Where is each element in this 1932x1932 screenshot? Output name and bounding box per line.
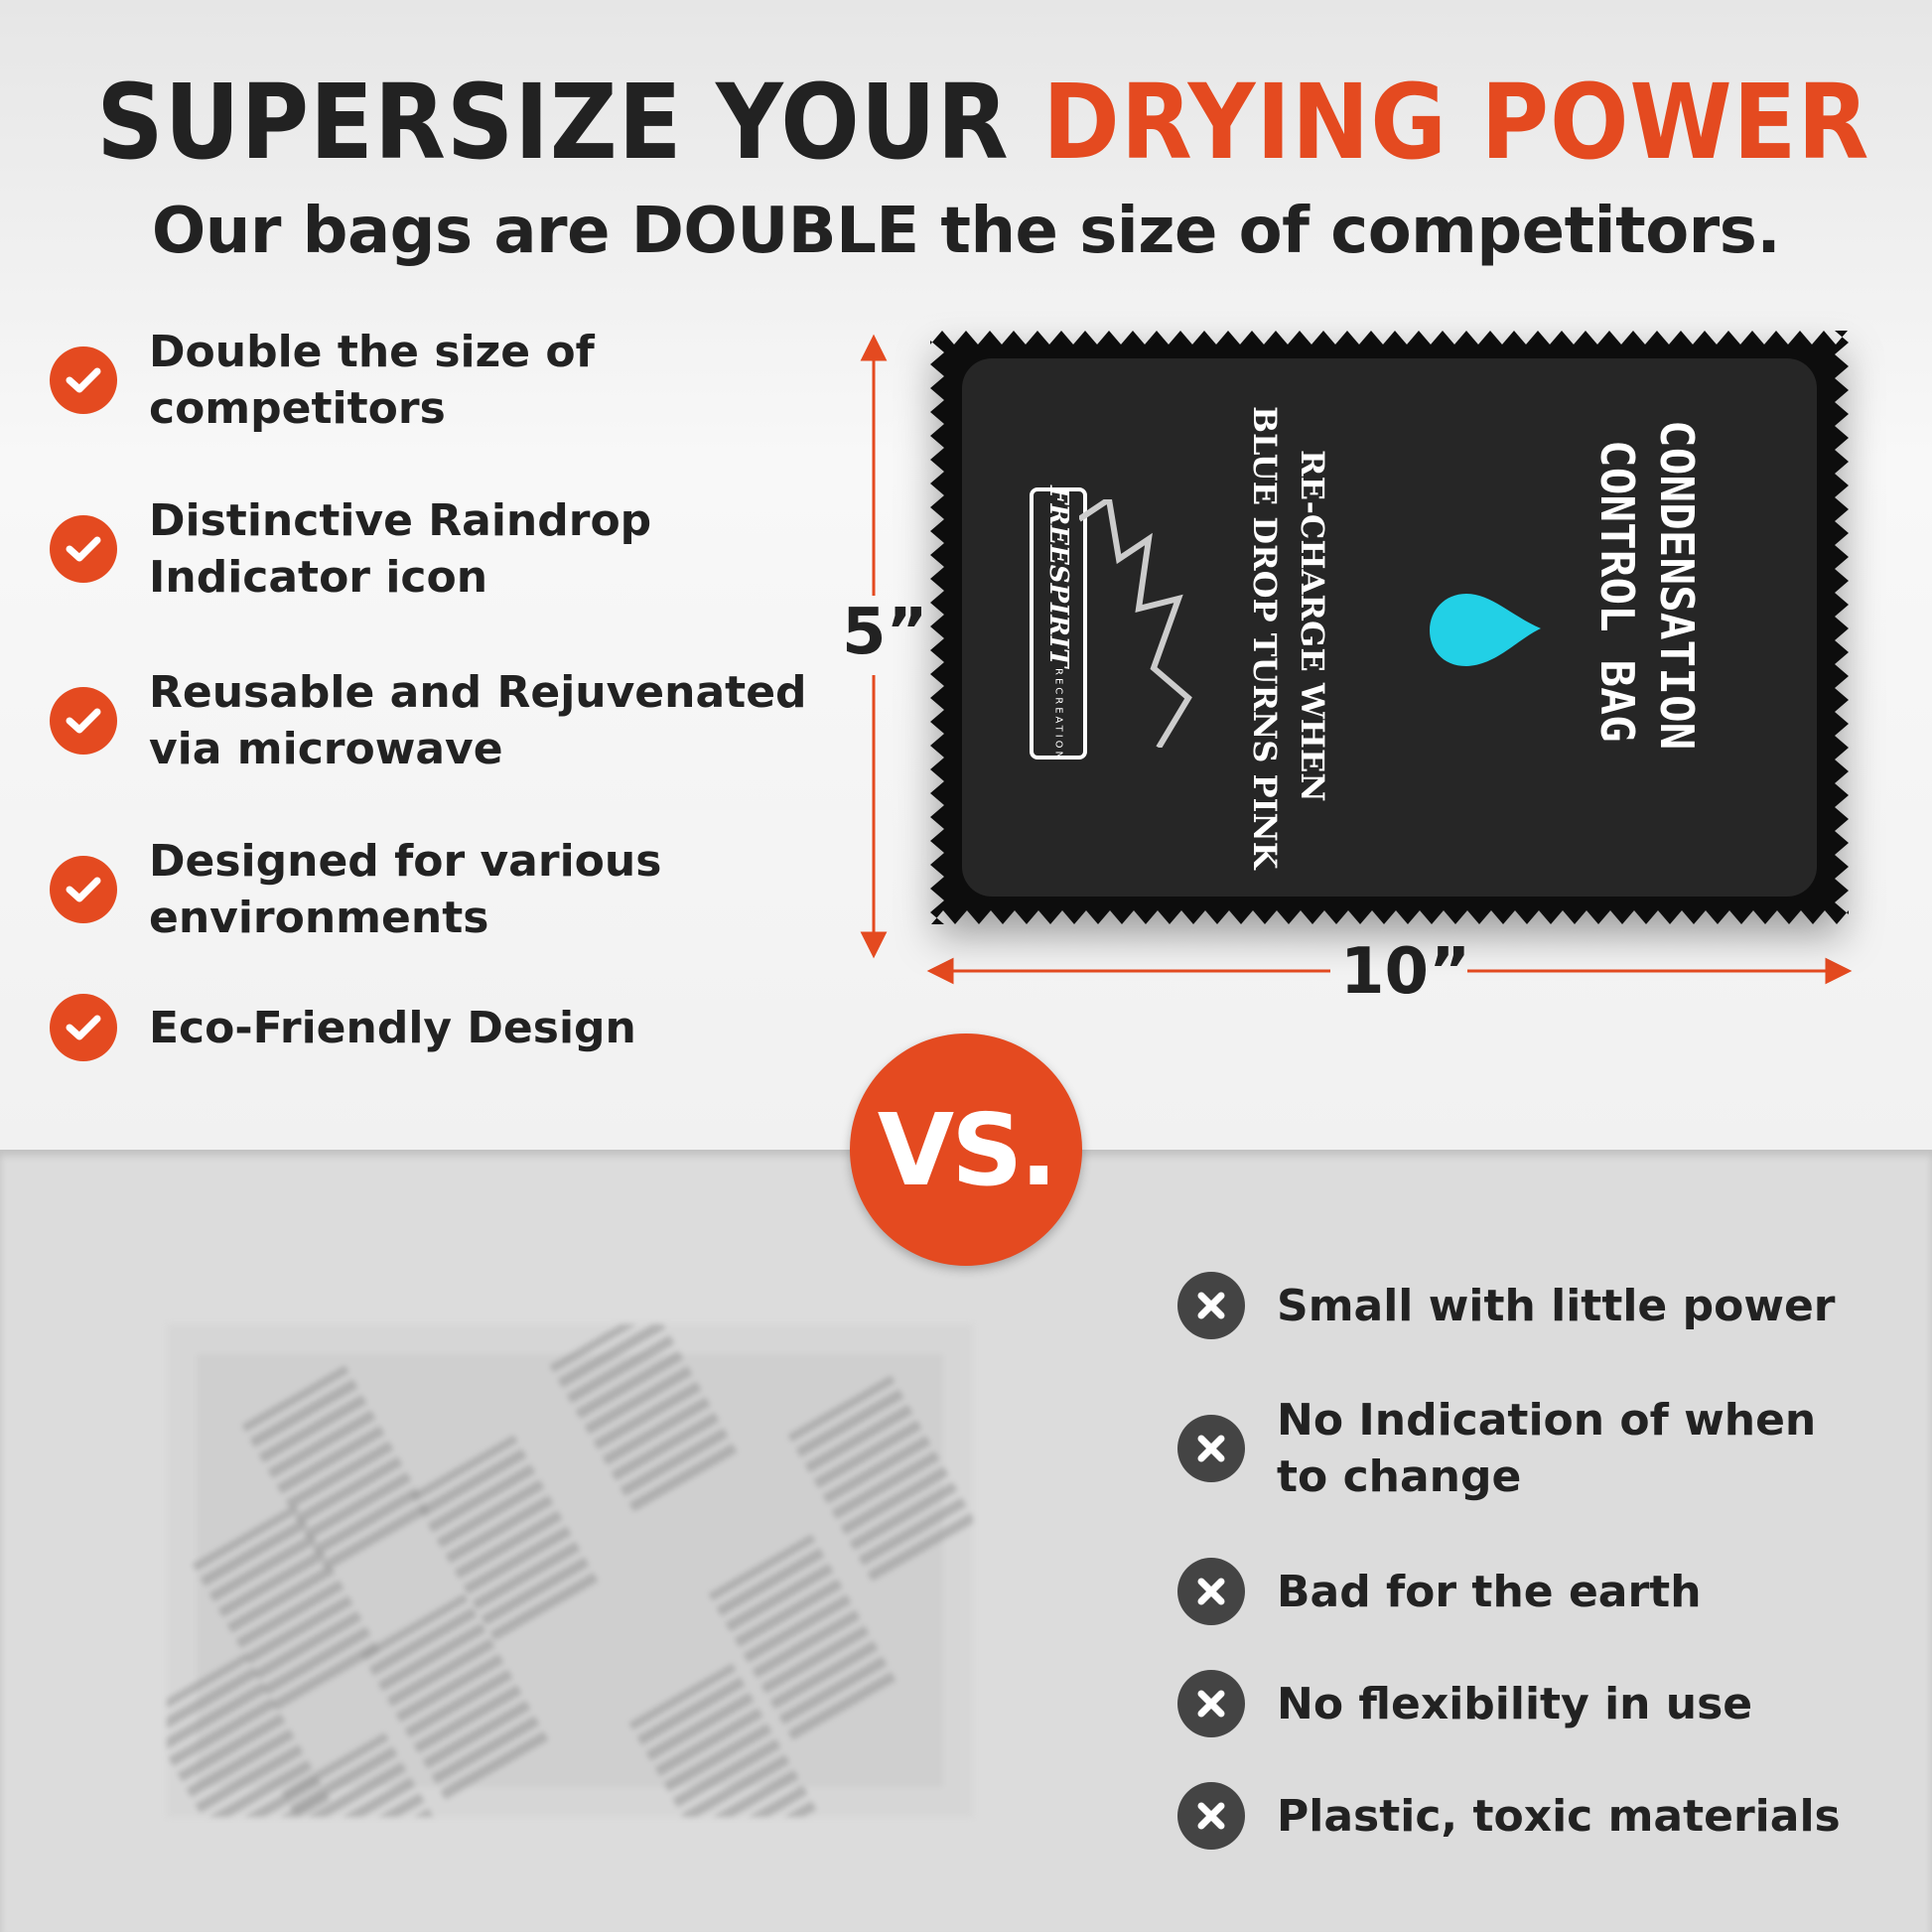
vs-badge: VS. xyxy=(850,1034,1082,1266)
height-label: 5” xyxy=(842,596,928,669)
raindrop-icon xyxy=(1430,594,1541,666)
check-icon xyxy=(50,856,117,923)
check-icon xyxy=(50,346,117,414)
x-icon xyxy=(1177,1415,1245,1482)
drawback-text: No Indication of when to change xyxy=(1277,1395,1817,1502)
x-icon xyxy=(1177,1670,1245,1737)
subtitle: Our bags are DOUBLE the size of competit… xyxy=(151,195,1781,268)
brand-subtitle: RECREATION xyxy=(1052,667,1064,761)
headline-part1: SUPERSIZE YOUR xyxy=(96,62,1010,183)
product-bag: CONDENSATION CONTROL BAG RE-CHARGE WHEN … xyxy=(930,331,1849,924)
drawback-text: Small with little power xyxy=(1277,1280,1836,1331)
bag-title: CONDENSATION xyxy=(1647,420,1704,837)
dimension-arrows xyxy=(860,334,1853,985)
feature-item: Distinctive Raindrop Indicator icon xyxy=(50,492,705,606)
check-icon xyxy=(50,687,117,755)
feature-item: Eco-Friendly Design xyxy=(50,994,844,1061)
bag-title-line1: CONDENSATION xyxy=(1650,420,1704,751)
check-icon xyxy=(50,515,117,583)
drawback-item: Plastic, toxic materials xyxy=(1177,1782,1912,1850)
width-arrow xyxy=(926,957,1853,985)
feature-item: Designed for various environments xyxy=(50,833,705,946)
check-icon xyxy=(50,994,117,1061)
drawback-text: Bad for the earth xyxy=(1277,1566,1702,1617)
drawback-item: Small with little power xyxy=(1177,1272,1872,1339)
x-icon xyxy=(1177,1272,1245,1339)
feature-text: Double the size of competitors xyxy=(149,327,595,434)
height-arrow xyxy=(860,334,888,959)
bag-note-line2: BLUE DROP TURNS PINK xyxy=(1246,406,1284,870)
feature-text: Eco-Friendly Design xyxy=(149,1002,636,1053)
bag-note-line1: RE-CHARGE WHEN xyxy=(1294,450,1331,802)
feature-text: Designed for various environments xyxy=(149,836,662,943)
drawback-item: No flexibility in use xyxy=(1177,1670,1872,1737)
feature-text: Reusable and Rejuvenated via microwave xyxy=(149,667,807,774)
brand-name: FREESPIRIT xyxy=(1043,485,1073,668)
drawback-item: No Indication of when to change xyxy=(1177,1392,1833,1505)
x-icon xyxy=(1177,1782,1245,1850)
feature-item: Double the size of competitors xyxy=(50,324,606,437)
mountain-icon xyxy=(1079,499,1192,748)
competitor-packet-image xyxy=(167,1324,973,1817)
bag-zigzag-edge xyxy=(930,331,1849,924)
drawback-text: Plastic, toxic materials xyxy=(1277,1790,1841,1842)
feature-item: Reusable and Rejuvenated via microwave xyxy=(50,664,844,777)
headline-part2: DRYING POWER xyxy=(1042,62,1870,183)
x-icon xyxy=(1177,1558,1245,1625)
headline: SUPERSIZE YOUR DRYING POWER xyxy=(96,62,1868,183)
width-label: 10” xyxy=(1340,935,1471,1009)
bag-title-line2: CONTROL BAG xyxy=(1590,440,1644,743)
drawback-text: No flexibility in use xyxy=(1277,1678,1753,1729)
drawback-item: Bad for the earth xyxy=(1177,1558,1872,1625)
bag-title-2: CONTROL BAG xyxy=(1587,440,1644,857)
feature-text: Distinctive Raindrop Indicator icon xyxy=(149,495,652,603)
brand-logo: FREESPIRIT RECREATION xyxy=(1030,485,1087,761)
